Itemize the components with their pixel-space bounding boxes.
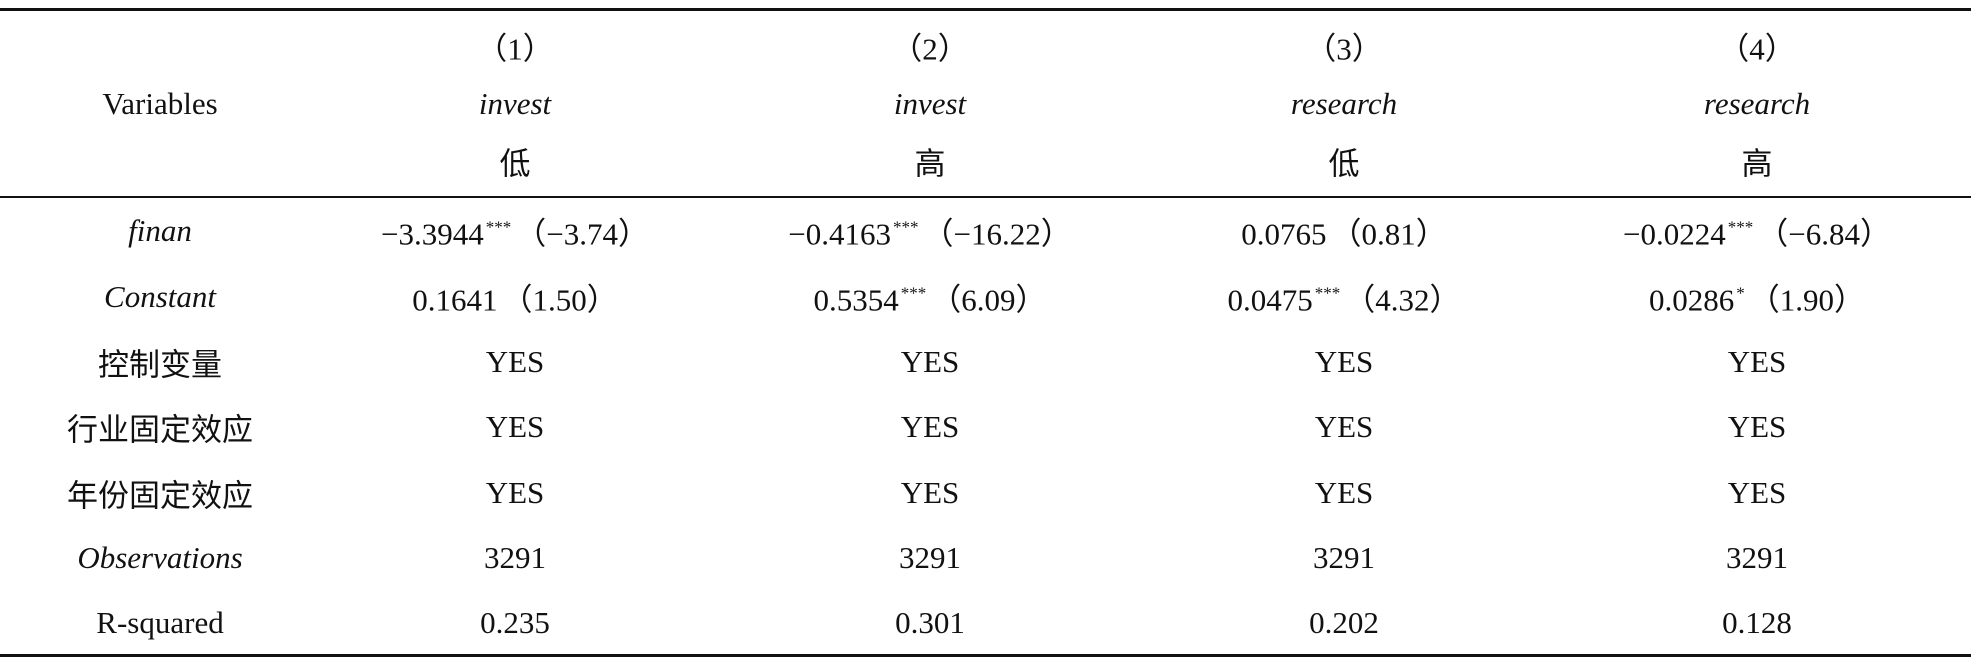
- table-cell: YES: [900, 344, 960, 379]
- column-number: （4）: [1718, 31, 1796, 67]
- table-cell: YES: [1727, 344, 1787, 379]
- t-statistic: （4.32）: [1344, 282, 1461, 318]
- table-cell: 0.0286 * （1.90）: [1649, 275, 1865, 320]
- coefficient: −3.3944: [381, 216, 484, 252]
- dependent-variable: invest: [893, 86, 967, 121]
- row-label: 控制变量: [98, 347, 222, 383]
- table-cell: 0.1641 （1.50）: [412, 275, 618, 320]
- table-cell: −0.0224 *** （−6.84）: [1623, 209, 1891, 254]
- coefficient: 0.5354: [813, 282, 899, 318]
- table-cell: YES: [900, 475, 960, 510]
- table-cell: YES: [1727, 409, 1787, 444]
- column-number: （3）: [1305, 31, 1383, 67]
- table-cell: 3291: [1313, 540, 1375, 575]
- table-cell: 0.0475 *** （4.32）: [1228, 275, 1461, 320]
- table-cell: YES: [1314, 409, 1374, 444]
- table-cell: 3291: [484, 540, 546, 575]
- group-label: 低: [499, 146, 531, 182]
- t-statistic: （1.50）: [501, 282, 618, 318]
- row-label: R-squared: [96, 605, 224, 640]
- column-number: （2）: [891, 31, 969, 67]
- coefficient: 0.0765: [1241, 216, 1327, 252]
- row-label: finan: [128, 213, 192, 248]
- coefficient: −0.4163: [788, 216, 891, 252]
- significance-stars: *: [1736, 283, 1745, 303]
- top-rule: [0, 8, 1971, 11]
- table-cell: −3.3944 *** （−3.74）: [381, 209, 649, 254]
- table-cell: 3291: [1726, 540, 1788, 575]
- t-statistic: （−16.22）: [922, 216, 1072, 252]
- significance-stars: ***: [485, 217, 512, 237]
- coefficient: 0.1641: [412, 282, 498, 318]
- t-statistic: （1.90）: [1748, 282, 1865, 318]
- column-number: （1）: [476, 31, 554, 67]
- significance-stars: ***: [1314, 283, 1341, 303]
- table-cell: −0.4163 *** （−16.22）: [788, 209, 1071, 254]
- coefficient: 0.0475: [1227, 282, 1313, 318]
- table-cell: 0.5354 *** （6.09）: [814, 275, 1047, 320]
- t-statistic: （6.09）: [930, 282, 1047, 318]
- row-label: Constant: [104, 279, 216, 314]
- table-cell: 0.128: [1722, 605, 1792, 640]
- dependent-variable: invest: [478, 86, 552, 121]
- significance-stars: ***: [900, 283, 927, 303]
- table-cell: YES: [485, 344, 545, 379]
- coefficient: −0.0224: [1623, 216, 1726, 252]
- table-cell: YES: [485, 475, 545, 510]
- variables-header: Variables: [102, 86, 218, 121]
- t-statistic: （−3.74）: [515, 216, 649, 252]
- table-cell: 3291: [899, 540, 961, 575]
- bottom-rule: [0, 654, 1971, 657]
- mid-rule: [0, 196, 1971, 198]
- group-label: 高: [1741, 146, 1773, 182]
- table-cell: 0.301: [895, 605, 965, 640]
- table-cell: YES: [1727, 475, 1787, 510]
- table-cell: 0.0765 （0.81）: [1241, 209, 1447, 254]
- table-cell: YES: [485, 409, 545, 444]
- t-statistic: （0.81）: [1330, 216, 1447, 252]
- table-cell: YES: [900, 409, 960, 444]
- table-cell: 0.202: [1309, 605, 1379, 640]
- row-label: 年份固定效应: [67, 478, 253, 514]
- row-label: 行业固定效应: [67, 412, 253, 448]
- coefficient: 0.0286: [1649, 282, 1735, 318]
- table-cell: 0.235: [480, 605, 550, 640]
- dependent-variable: research: [1703, 86, 1811, 121]
- row-label: Observations: [77, 540, 243, 575]
- significance-stars: ***: [893, 217, 919, 237]
- table-cell: YES: [1314, 344, 1374, 379]
- group-label: 高: [914, 146, 946, 182]
- significance-stars: ***: [1727, 217, 1754, 237]
- table-cell: YES: [1314, 475, 1374, 510]
- t-statistic: （−6.84）: [1757, 216, 1891, 252]
- group-label: 低: [1328, 146, 1360, 182]
- dependent-variable: research: [1290, 86, 1398, 121]
